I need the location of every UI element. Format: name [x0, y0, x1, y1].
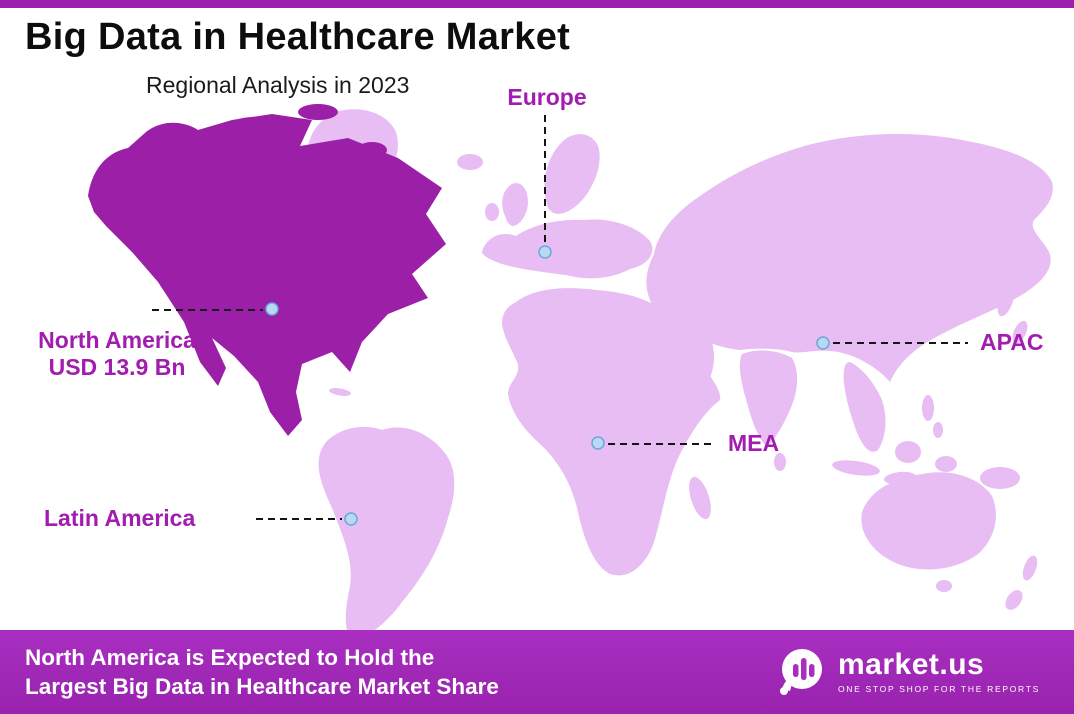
continents-base — [307, 109, 1053, 639]
brand-tagline: ONE STOP SHOP FOR THE REPORTS — [837, 684, 1040, 694]
island-japan-south — [1012, 320, 1028, 344]
top-accent-strip — [0, 0, 1074, 8]
footer-banner: North America is Expected to Hold the La… — [0, 630, 1074, 714]
arctic-island — [357, 142, 387, 158]
region-scandinavia — [544, 134, 600, 214]
footer-caption-line2: Largest Big Data in Healthcare Market Sh… — [25, 674, 499, 699]
arctic-island — [229, 117, 281, 135]
footer-caption-line1: North America is Expected to Hold the — [25, 645, 435, 670]
marker-mea — [591, 436, 605, 450]
island-sri-lanka — [774, 453, 786, 471]
page-title: Big Data in Healthcare Market — [25, 16, 571, 58]
island-tasmania — [936, 580, 952, 592]
location-markers — [265, 245, 830, 526]
island-ireland — [485, 203, 499, 221]
page-subtitle: Regional Analysis in 2023 — [146, 72, 410, 98]
island-philippines-south — [933, 422, 943, 438]
brand-lockup: market.us ONE STOP SHOP FOR THE REPORTS — [774, 645, 1040, 699]
island-sulawesi — [935, 456, 957, 472]
island-iceland — [457, 154, 483, 170]
continent-south-america — [318, 426, 455, 639]
island-new-guinea — [980, 467, 1020, 489]
brand-text: market.us ONE STOP SHOP FOR THE REPORTS — [837, 648, 1040, 695]
label-north-america-name: North America — [38, 327, 196, 353]
label-europe: Europe — [507, 84, 587, 110]
label-latin-america: Latin America — [44, 505, 196, 531]
marker-apac — [816, 336, 830, 350]
continent-australia — [861, 472, 996, 570]
marker-latin-america — [344, 512, 358, 526]
footer-caption: North America is Expected to Hold the La… — [25, 643, 499, 701]
region-arabia — [654, 316, 714, 399]
continent-north-america — [88, 114, 446, 436]
label-mea: MEA — [728, 430, 780, 456]
region-india — [739, 350, 798, 446]
arctic-island — [298, 104, 338, 120]
island-britain — [502, 183, 528, 226]
island-japan — [997, 283, 1015, 317]
continent-europe — [482, 219, 653, 279]
island-cuba — [329, 388, 351, 396]
island-madagascar — [689, 476, 711, 520]
marker-europe — [538, 245, 552, 259]
brand-name: market.us — [837, 648, 985, 681]
label-apac: APAC — [980, 329, 1044, 355]
continent-north-america-highlighted — [88, 104, 446, 436]
island-philippines — [922, 395, 934, 421]
island-borneo — [895, 441, 921, 463]
label-north-america: North America USD 13.9 Bn — [10, 327, 224, 381]
label-north-america-value: USD 13.9 Bn — [48, 354, 186, 380]
continent-asia — [646, 133, 1053, 382]
island-new-zealand-north — [1022, 555, 1038, 581]
island-new-zealand-south — [1005, 590, 1023, 610]
region-southeast-asia — [843, 362, 886, 452]
island-sumatra — [832, 460, 880, 476]
market-us-logo-icon — [779, 649, 822, 695]
marker-north-america — [265, 302, 279, 316]
connector-lines — [152, 115, 968, 520]
